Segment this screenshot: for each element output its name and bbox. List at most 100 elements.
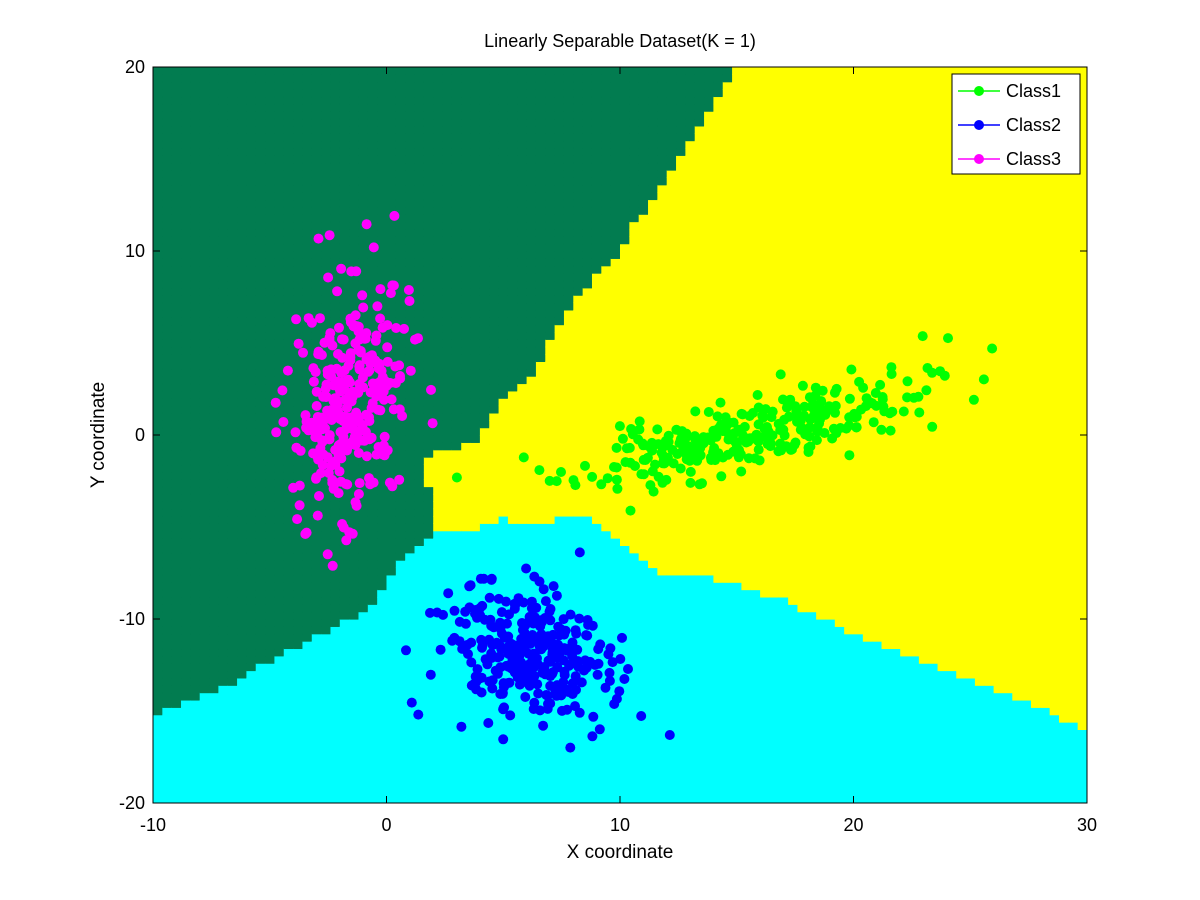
region-cell (339, 685, 350, 694)
region-cell (209, 103, 219, 112)
region-cell (311, 324, 322, 333)
region-cell (246, 619, 257, 627)
region-cell (190, 486, 201, 495)
region-cell (535, 177, 546, 186)
region-cell (423, 633, 434, 642)
region-cell (423, 707, 434, 716)
region-cell (461, 354, 472, 362)
region-cell (190, 140, 201, 149)
region-cell (255, 251, 266, 259)
region-cell (237, 677, 247, 686)
region-cell (433, 633, 444, 642)
region-cell (153, 147, 163, 156)
region-cell (610, 523, 621, 532)
region-cell (237, 221, 247, 230)
region-cell (610, 589, 621, 598)
region-cell (479, 133, 490, 142)
region-cell (162, 125, 173, 134)
region-cell (302, 611, 313, 620)
region-cell (283, 773, 294, 782)
region-cell (470, 589, 481, 598)
region-cell (433, 552, 444, 561)
region-cell (171, 714, 182, 723)
region-cell (218, 611, 229, 620)
region-cell (395, 641, 406, 650)
region-cell (423, 354, 434, 362)
region-cell (283, 574, 294, 583)
region-cell (283, 692, 294, 701)
region-cell (582, 376, 593, 385)
region-cell (181, 677, 191, 686)
region-cell (554, 552, 565, 561)
region-cell (395, 766, 406, 775)
region-cell (349, 457, 360, 466)
region-cell (498, 773, 509, 782)
region-cell (349, 464, 360, 473)
region-cell (377, 744, 388, 753)
region-cell (554, 538, 565, 546)
region-cell (573, 714, 584, 723)
region-cell (442, 295, 453, 304)
region-cell (414, 228, 425, 237)
region-cell (246, 766, 257, 775)
region-cell (489, 251, 500, 259)
region-cell (554, 368, 565, 377)
region-cell (153, 192, 163, 201)
region-cell (517, 162, 528, 171)
region-cell (321, 147, 332, 156)
region-cell (433, 515, 444, 524)
region-cell (535, 280, 546, 289)
region-cell (367, 295, 378, 304)
region-cell (349, 545, 360, 554)
region-cell (526, 515, 537, 524)
region-cell (423, 648, 434, 657)
region-cell (367, 626, 378, 635)
region-cell (395, 427, 406, 436)
region-cell (489, 788, 500, 797)
region-cell (433, 692, 444, 701)
region-cell (563, 493, 574, 502)
region-cell (349, 611, 360, 620)
region-cell (171, 309, 182, 318)
region-cell (395, 118, 406, 127)
region-cell (433, 582, 444, 591)
region-cell (414, 641, 425, 650)
region-cell (162, 538, 173, 546)
region-cell (349, 89, 360, 98)
region-cell (489, 361, 500, 370)
region-cell (377, 501, 388, 510)
region-cell (423, 265, 434, 274)
region-cell (591, 162, 602, 171)
region-cell (237, 538, 247, 546)
region-cell (190, 427, 201, 436)
region-cell (535, 368, 546, 377)
region-cell (153, 354, 163, 362)
region-cell (218, 346, 229, 355)
region-cell (302, 199, 313, 208)
region-cell (153, 722, 163, 730)
region-cell (181, 302, 191, 311)
region-cell (255, 508, 266, 517)
region-cell (507, 170, 518, 178)
region-cell (601, 795, 612, 803)
region-cell (293, 707, 304, 716)
region-cell (563, 751, 574, 760)
region-cell (246, 236, 257, 245)
region-cell (489, 118, 500, 127)
region-cell (573, 228, 584, 237)
region-cell (199, 228, 210, 237)
region-cell (199, 677, 210, 686)
region-cell (563, 464, 574, 473)
region-cell (293, 287, 304, 296)
region-cell (610, 538, 621, 546)
region-cell (442, 96, 453, 105)
region-cell (545, 170, 556, 178)
region-cell (554, 545, 565, 554)
region-cell (451, 442, 462, 451)
region-cell (255, 736, 266, 745)
region-cell (339, 596, 350, 605)
region-cell (227, 508, 238, 517)
region-cell (517, 471, 528, 480)
region-cell (451, 523, 462, 532)
region-cell (405, 707, 416, 716)
